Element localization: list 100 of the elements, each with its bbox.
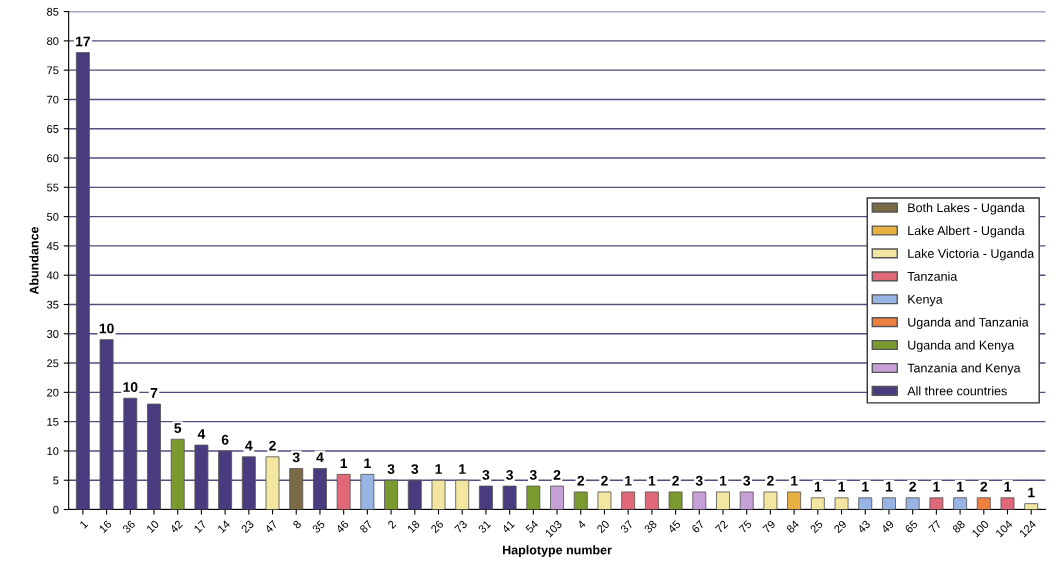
legend-label: Lake Albert - Uganda (908, 225, 1025, 238)
text: 2 (577, 475, 585, 486)
x-tick-label: 65 (904, 519, 919, 534)
text: 1 (814, 481, 822, 492)
text: 1 (364, 458, 371, 468)
text: 4 (316, 452, 324, 463)
bar (716, 491, 730, 510)
bar (882, 497, 896, 510)
x-tick-label: 37 (619, 519, 634, 534)
bar (905, 497, 920, 510)
bar (692, 491, 707, 510)
bar (953, 497, 968, 510)
x-tick-label: 38 (643, 519, 658, 534)
x-tick-label: 1 (79, 519, 89, 529)
bar (1000, 497, 1015, 510)
text: 7 (150, 388, 158, 398)
y-tick-label: 80 (47, 37, 59, 46)
text: 10 (123, 382, 138, 392)
legend-label: Both Lakes - Uganda (908, 202, 1025, 215)
bar (478, 485, 493, 510)
text: 4 (245, 440, 253, 451)
legend-label: All three countries (907, 386, 1007, 396)
y-tick-label: 30 (46, 330, 59, 338)
text: 1 (957, 481, 964, 492)
bar (147, 403, 161, 510)
text: 3 (506, 469, 513, 480)
bar (265, 456, 280, 510)
text: 1 (885, 481, 893, 492)
bar (858, 497, 873, 510)
bar (644, 491, 659, 510)
y-tick-label: 75 (47, 66, 59, 75)
x-tick-label: 124 (1018, 519, 1037, 538)
x-tick-label: 45 (667, 519, 682, 534)
legend-label: Uganda and Tanzania (908, 317, 1029, 330)
x-tick-label: 8 (292, 519, 302, 530)
x-tick-label: 73 (454, 519, 468, 534)
x-tick-label: 46 (335, 519, 350, 534)
x-tick-label: 25 (809, 519, 824, 534)
x-axis-title: Haplotype number (503, 545, 612, 557)
text: 2 (553, 469, 561, 480)
text: 5 (174, 423, 182, 433)
x-tick-label: 10 (146, 519, 160, 534)
text: 2 (601, 475, 608, 486)
text: 3 (743, 475, 751, 486)
x-tick-label: 31 (477, 519, 492, 534)
x-tick-label: 54 (525, 519, 539, 534)
x-tick-label: 49 (880, 519, 895, 534)
x-tick-label: 36 (122, 519, 136, 534)
bar (597, 491, 612, 510)
text: 3 (529, 469, 537, 480)
text: 1 (862, 481, 869, 492)
x-tick-label: 43 (856, 519, 871, 534)
bar (123, 397, 138, 510)
text: 3 (482, 469, 490, 480)
x-tick-label: 20 (596, 519, 610, 534)
legend-label: Tanzania and Kenya (907, 363, 1021, 375)
bar (313, 468, 327, 510)
y-tick-label: 35 (46, 300, 59, 309)
y-tick-label: 40 (46, 271, 59, 280)
y-tick-label: 10 (47, 447, 59, 456)
text: 2 (767, 475, 774, 486)
bar (976, 497, 991, 510)
bar (170, 438, 185, 510)
x-tick-label: 72 (714, 519, 729, 534)
x-tick-label: 79 (762, 519, 776, 534)
y-tick-label: 20 (47, 388, 59, 397)
bar (573, 491, 588, 510)
y-tick-label: 60 (47, 154, 59, 163)
text: 1 (340, 458, 348, 468)
y-tick-label: 0 (53, 505, 59, 514)
text: 2 (672, 475, 679, 486)
text: 1 (459, 464, 466, 474)
x-tick-label: 16 (98, 519, 112, 534)
text: 3 (411, 464, 419, 474)
y-tick-label: 45 (46, 242, 59, 251)
text: 10 (99, 323, 114, 334)
text: 1 (1028, 487, 1035, 498)
bar (526, 485, 541, 510)
x-tick-label: 88 (951, 519, 966, 534)
y-tick-label: 50 (47, 212, 59, 221)
y-tick-label: 65 (47, 125, 59, 133)
bar (810, 497, 825, 510)
x-tick-label: 84 (785, 519, 800, 534)
x-tick-label: 87 (359, 519, 373, 534)
text: 1 (1004, 481, 1011, 492)
text: 1 (625, 475, 632, 486)
x-tick-label: 2 (387, 519, 397, 529)
text: 3 (387, 464, 395, 474)
bar (763, 491, 778, 510)
x-tick-label: 100 (971, 519, 990, 538)
x-tick-label: 41 (501, 519, 515, 534)
legend-label: Kenya (908, 295, 943, 307)
x-tick-label: 29 (833, 519, 847, 534)
y-tick-label: 85 (47, 7, 59, 16)
text: 1 (791, 475, 798, 486)
x-tick-label: 18 (406, 519, 421, 534)
text: 3 (292, 452, 300, 463)
x-tick-label: 77 (928, 519, 942, 534)
x-tick-label: 103 (544, 519, 563, 538)
bar (621, 491, 636, 510)
